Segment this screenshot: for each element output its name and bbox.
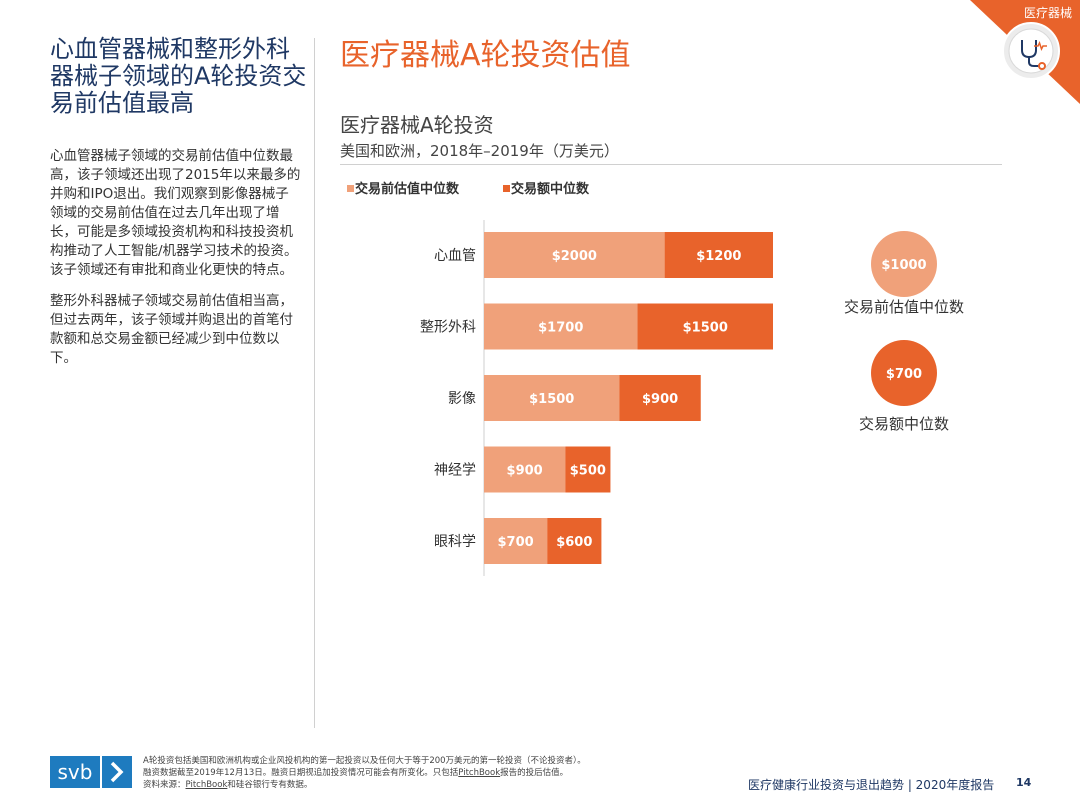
data-label: $1700 [538, 321, 583, 336]
data-label: $700 [498, 535, 534, 550]
pitchbook-source-link[interactable]: PitchBook [185, 780, 228, 790]
median-bubble-value: $1000 [881, 258, 926, 273]
data-label: $2000 [552, 249, 597, 264]
source-tail: 和硅谷银行专有数据。 [227, 780, 313, 790]
data-label: $900 [642, 392, 678, 407]
median-bubble-1 [871, 231, 937, 297]
vertical-divider [314, 38, 315, 728]
median-bubble-2 [871, 340, 937, 406]
category-label: 神经学 [434, 463, 476, 479]
medical-device-icon [1002, 22, 1060, 80]
svb-logo-text: svb [50, 756, 100, 788]
category-label: 影像 [448, 391, 476, 407]
bar-deal-size [565, 446, 611, 493]
source-prefix: 资料来源： [143, 780, 186, 790]
category-label: 整形外科 [420, 320, 476, 336]
pitchbook-link[interactable]: PitchBook [458, 768, 501, 778]
data-label: $1500 [529, 392, 574, 407]
footer-source: 资料来源：PitchBook和硅谷银行专有数据。 [143, 779, 703, 791]
page-number: 14 [1016, 776, 1032, 789]
chart-subtitle: 美国和欧洲，2018年–2019年（万美元） [340, 142, 619, 160]
bar-pre-valuation [484, 303, 638, 350]
data-label: $500 [570, 464, 606, 479]
category-label: 眼科学 [434, 534, 476, 550]
svb-logo: svb [50, 756, 132, 788]
legend-label-2: 交易额中位数 [511, 181, 590, 197]
footer-note-2: 融资数据截至2019年12月13日。融资日期视追加投资情况可能会有所变化。只包括… [143, 767, 703, 779]
median-bubble-value: $700 [886, 367, 922, 382]
data-label: $600 [556, 535, 592, 550]
data-label: $1500 [683, 321, 728, 336]
chevron-right-icon [102, 756, 132, 788]
legend-label-1: 交易前估值中位数 [355, 181, 460, 197]
footer-notes: A轮投资包括美国和欧洲机构或企业风投机构的第一起投资以及任何大于等于200万美元… [143, 755, 703, 791]
bar-deal-size [547, 518, 602, 564]
bar-pre-valuation [484, 446, 566, 493]
chart-title: 医疗器械A轮投资 [340, 113, 494, 137]
left-title: 心血管器械和整形外科器械子领域的A轮投资交易前估值最高 [50, 35, 307, 117]
footer-note-1: A轮投资包括美国和欧洲机构或企业风投机构的第一起投资以及任何大于等于200万美元… [143, 756, 586, 766]
bar-pre-valuation [484, 518, 548, 564]
legend-swatch-1 [347, 185, 354, 192]
bar-pre-valuation [484, 232, 665, 278]
bar-deal-size [619, 375, 701, 421]
bar-deal-size [637, 303, 773, 350]
legend-swatch-2 [503, 185, 510, 192]
median-bubble-caption: 交易额中位数 [859, 415, 949, 433]
footer-note-2-text: 融资数据截至2019年12月13日。融资日期视追加投资情况可能会有所变化。只包括 [143, 768, 459, 778]
left-body: 心血管器械子领域的交易前估值中位数最高，该子领域还出现了2015年以来最多的并购… [50, 147, 302, 380]
median-bubble-caption: 交易前估值中位数 [844, 298, 964, 316]
corner-tab-label: 医疗器械 [1023, 6, 1072, 20]
data-label: $1200 [696, 249, 741, 264]
footer-note-2-tail: 报告的投后估值。 [500, 768, 569, 778]
data-label: $900 [507, 464, 543, 479]
left-paragraph-2: 整形外科器械子领域交易前估值相当高，但过去两年，该子领域并购退出的首笔付款额和总… [50, 293, 293, 366]
report-title: 医疗健康行业投资与退出趋势 | 2020年度报告 [748, 778, 995, 792]
bar-pre-valuation [484, 375, 620, 421]
horizontal-divider [340, 164, 1002, 165]
left-paragraph-1: 心血管器械子领域的交易前估值中位数最高，该子领域还出现了2015年以来最多的并购… [50, 148, 301, 278]
page-title: 医疗器械A轮投资估值 [340, 38, 631, 73]
bar-deal-size [664, 232, 773, 278]
stethoscope-icon [1008, 28, 1054, 74]
category-label: 心血管 [434, 248, 476, 264]
